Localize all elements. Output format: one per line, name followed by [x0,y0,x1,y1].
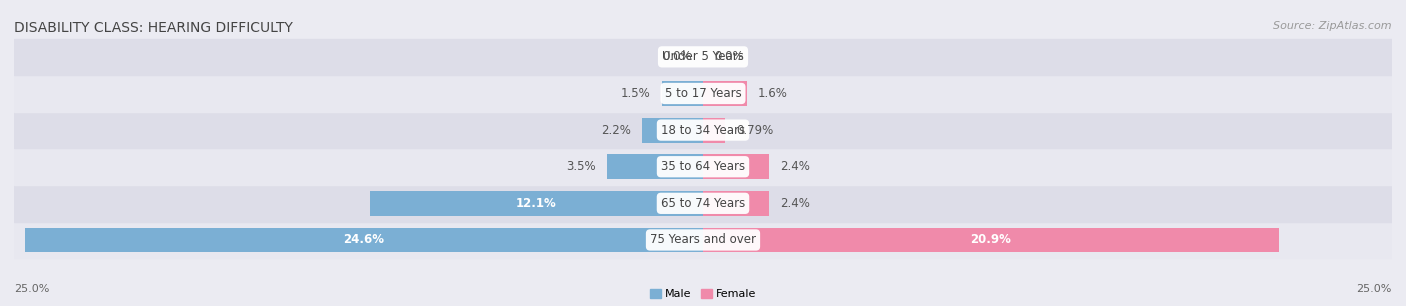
Text: 25.0%: 25.0% [1357,284,1392,294]
Bar [25,227,703,252]
Bar [662,81,703,106]
Bar [703,118,724,143]
Bar [14,39,1392,75]
Text: 5 to 17 Years: 5 to 17 Years [665,87,741,100]
Bar [14,185,1392,222]
Text: 1.6%: 1.6% [758,87,787,100]
Text: 25.0%: 25.0% [14,284,49,294]
Text: 2.4%: 2.4% [780,197,810,210]
Text: 0.0%: 0.0% [714,50,744,63]
Bar [14,148,1392,185]
Text: 3.5%: 3.5% [565,160,596,173]
Bar [606,154,703,179]
Bar [370,191,703,216]
Text: 1.5%: 1.5% [621,87,651,100]
Text: 35 to 64 Years: 35 to 64 Years [661,160,745,173]
Text: 2.2%: 2.2% [602,124,631,136]
Bar [703,81,747,106]
Text: 12.1%: 12.1% [516,197,557,210]
Text: 18 to 34 Years: 18 to 34 Years [661,124,745,136]
Bar [703,191,769,216]
Bar [14,75,1392,112]
Bar [643,118,703,143]
Text: 20.9%: 20.9% [970,233,1011,246]
Bar [703,227,1279,252]
Text: Source: ZipAtlas.com: Source: ZipAtlas.com [1274,21,1392,32]
Text: 0.0%: 0.0% [662,50,692,63]
Text: Under 5 Years: Under 5 Years [662,50,744,63]
Bar [14,222,1392,258]
Text: 75 Years and over: 75 Years and over [650,233,756,246]
Legend: Male, Female: Male, Female [645,285,761,304]
Text: 0.79%: 0.79% [735,124,773,136]
Text: DISABILITY CLASS: HEARING DIFFICULTY: DISABILITY CLASS: HEARING DIFFICULTY [14,21,292,35]
Text: 65 to 74 Years: 65 to 74 Years [661,197,745,210]
Bar [14,112,1392,148]
Bar [703,154,769,179]
Text: 24.6%: 24.6% [343,233,385,246]
Text: 2.4%: 2.4% [780,160,810,173]
